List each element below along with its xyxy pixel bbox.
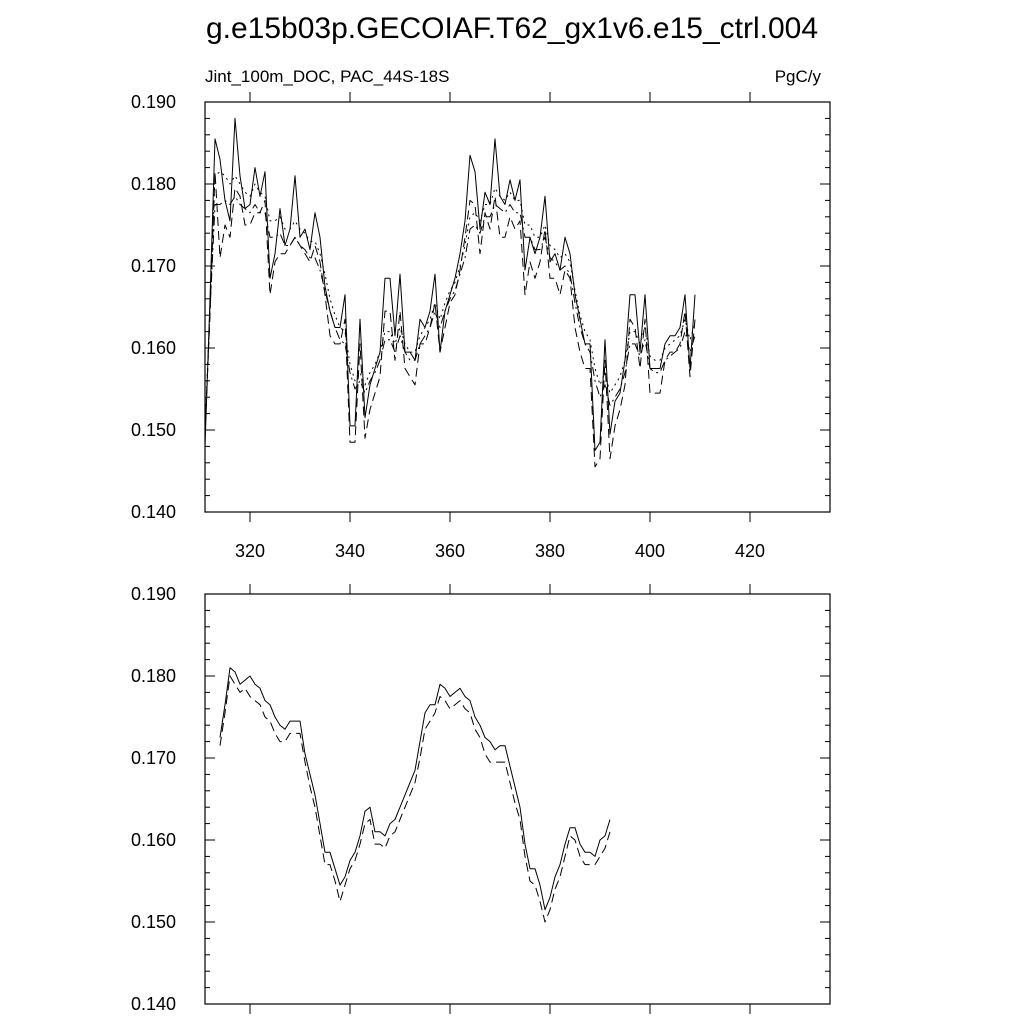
top-panel-series xyxy=(204,117,696,468)
y-tick-label: 0.150 xyxy=(131,420,176,440)
top-panel-y-tick-labels: 0.140 0.150 0.160 0.170 0.180 0.190 xyxy=(131,92,176,522)
top-panel-frame xyxy=(204,101,831,513)
series-line-solid xyxy=(219,667,611,911)
series-line-dashed xyxy=(204,171,696,468)
top-panel-units-label: PgC/y xyxy=(775,67,822,86)
x-tick-label: 320 xyxy=(235,541,265,561)
y-tick-label: 0.170 xyxy=(131,256,176,276)
figure-title: g.e15b03p.GECOIAF.T62_gx1v6.e15_ctrl.004 xyxy=(206,12,818,45)
series-line-solid xyxy=(204,117,696,451)
y-tick-label: 0.190 xyxy=(131,584,176,604)
bottom-panel-y-tick-labels: 0.140 0.150 0.160 0.170 0.180 0.190 xyxy=(131,584,176,1014)
series-line-dashdot xyxy=(204,195,696,435)
y-tick-label: 0.160 xyxy=(131,338,176,358)
bottom-panel-series xyxy=(219,667,611,923)
x-tick-label: 400 xyxy=(635,541,665,561)
y-tick-label: 0.160 xyxy=(131,830,176,850)
bottom-panel: 0.140 0.150 0.160 0.170 0.180 0.190 xyxy=(131,584,831,1014)
y-tick-label: 0.170 xyxy=(131,748,176,768)
series-line-dashed xyxy=(219,675,611,923)
y-tick-label: 0.150 xyxy=(131,912,176,932)
top-panel-variable-label: Jint_100m_DOC, PAC_44S-18S xyxy=(205,67,449,86)
y-tick-label: 0.190 xyxy=(131,92,176,112)
x-tick-label: 420 xyxy=(735,541,765,561)
y-tick-label: 0.180 xyxy=(131,174,176,194)
y-tick-label: 0.140 xyxy=(131,994,176,1014)
top-panel-x-tick-labels: 320 340 360 380 400 420 xyxy=(235,541,765,561)
bottom-panel-ticks xyxy=(205,584,830,1014)
top-panel-ticks xyxy=(205,92,830,522)
bottom-panel-frame xyxy=(204,593,831,1005)
top-panel: Jint_100m_DOC, PAC_44S-18S PgC/y 0.1400.… xyxy=(131,67,831,561)
y-tick-label: 0.180 xyxy=(131,666,176,686)
x-tick-label: 380 xyxy=(535,541,565,561)
series-line-dotted xyxy=(204,171,696,431)
x-tick-label: 340 xyxy=(335,541,365,561)
x-tick-label: 360 xyxy=(435,541,465,561)
y-tick-label: 0.140 xyxy=(131,502,176,522)
